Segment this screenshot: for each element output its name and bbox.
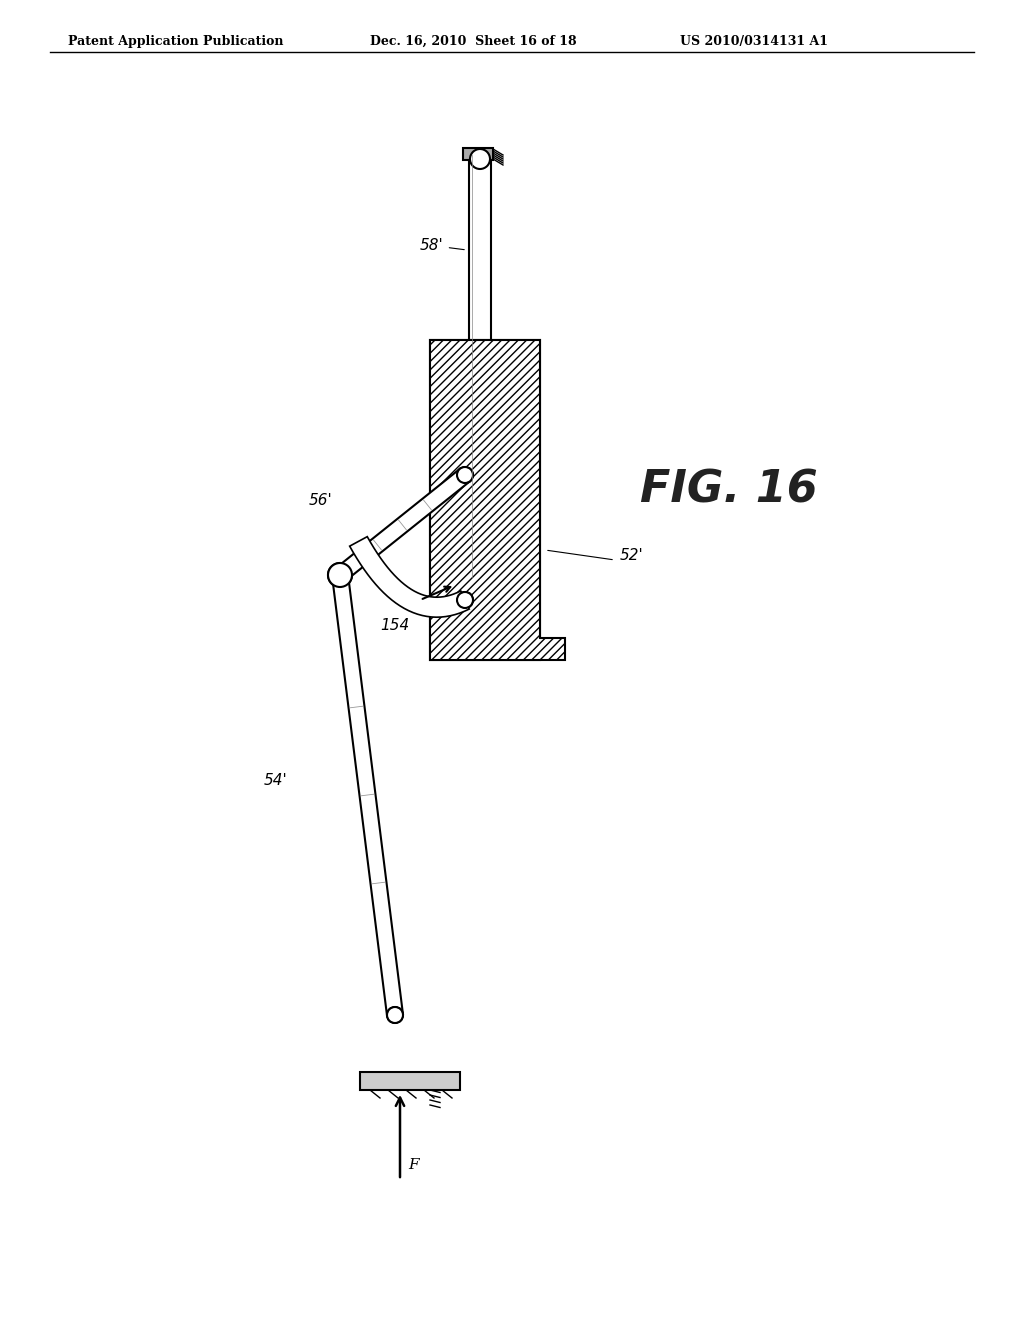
Text: F: F bbox=[408, 1158, 419, 1172]
Polygon shape bbox=[465, 345, 495, 579]
Polygon shape bbox=[463, 148, 493, 160]
Text: 54': 54' bbox=[264, 774, 288, 788]
Polygon shape bbox=[360, 1072, 460, 1090]
Text: Patent Application Publication: Patent Application Publication bbox=[68, 36, 284, 48]
Text: 56': 56' bbox=[309, 492, 333, 508]
Polygon shape bbox=[335, 469, 470, 581]
Circle shape bbox=[457, 591, 473, 609]
Polygon shape bbox=[332, 574, 402, 1016]
Circle shape bbox=[387, 1007, 403, 1023]
Circle shape bbox=[470, 149, 490, 169]
Polygon shape bbox=[469, 160, 490, 350]
Polygon shape bbox=[430, 341, 540, 660]
Text: FIG. 16: FIG. 16 bbox=[640, 469, 818, 511]
Circle shape bbox=[457, 467, 473, 483]
Text: 154: 154 bbox=[380, 618, 410, 634]
Polygon shape bbox=[349, 537, 469, 618]
Polygon shape bbox=[469, 345, 490, 579]
Circle shape bbox=[457, 467, 473, 483]
Text: 58': 58' bbox=[420, 238, 464, 253]
Text: US 2010/0314131 A1: US 2010/0314131 A1 bbox=[680, 36, 828, 48]
Polygon shape bbox=[430, 341, 565, 660]
Circle shape bbox=[328, 564, 352, 587]
Circle shape bbox=[328, 564, 352, 587]
Text: Dec. 16, 2010  Sheet 16 of 18: Dec. 16, 2010 Sheet 16 of 18 bbox=[370, 36, 577, 48]
Circle shape bbox=[387, 1007, 403, 1023]
Text: 52': 52' bbox=[620, 548, 644, 564]
Circle shape bbox=[457, 591, 473, 609]
